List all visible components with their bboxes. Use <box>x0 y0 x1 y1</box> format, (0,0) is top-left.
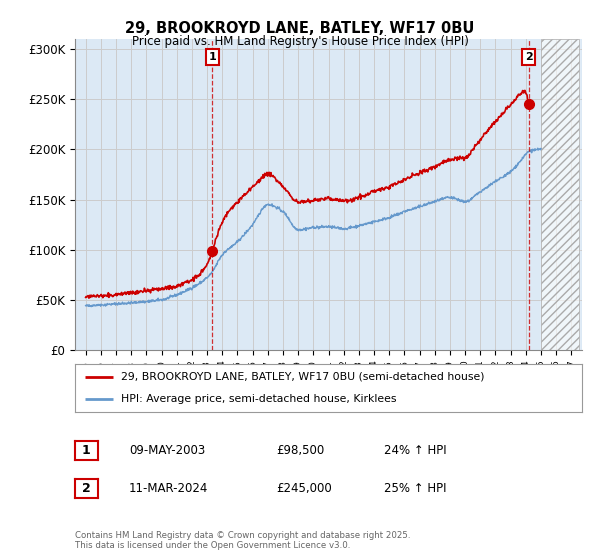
Text: £98,500: £98,500 <box>276 444 324 458</box>
Text: 1: 1 <box>209 52 216 62</box>
Text: Price paid vs. HM Land Registry's House Price Index (HPI): Price paid vs. HM Land Registry's House … <box>131 35 469 48</box>
Bar <box>541 39 579 350</box>
Text: 25% ↑ HPI: 25% ↑ HPI <box>384 482 446 496</box>
Bar <box>541 39 579 350</box>
Text: 1: 1 <box>82 444 91 458</box>
Text: £245,000: £245,000 <box>276 482 332 496</box>
Text: 24% ↑ HPI: 24% ↑ HPI <box>384 444 446 458</box>
Text: 11-MAR-2024: 11-MAR-2024 <box>129 482 208 496</box>
Text: HPI: Average price, semi-detached house, Kirklees: HPI: Average price, semi-detached house,… <box>121 394 396 404</box>
Text: Contains HM Land Registry data © Crown copyright and database right 2025.
This d: Contains HM Land Registry data © Crown c… <box>75 531 410 550</box>
Text: 09-MAY-2003: 09-MAY-2003 <box>129 444 205 458</box>
Text: 29, BROOKROYD LANE, BATLEY, WF17 0BU: 29, BROOKROYD LANE, BATLEY, WF17 0BU <box>125 21 475 36</box>
Text: 2: 2 <box>82 482 91 496</box>
Text: 2: 2 <box>525 52 533 62</box>
Text: 29, BROOKROYD LANE, BATLEY, WF17 0BU (semi-detached house): 29, BROOKROYD LANE, BATLEY, WF17 0BU (se… <box>121 372 484 382</box>
